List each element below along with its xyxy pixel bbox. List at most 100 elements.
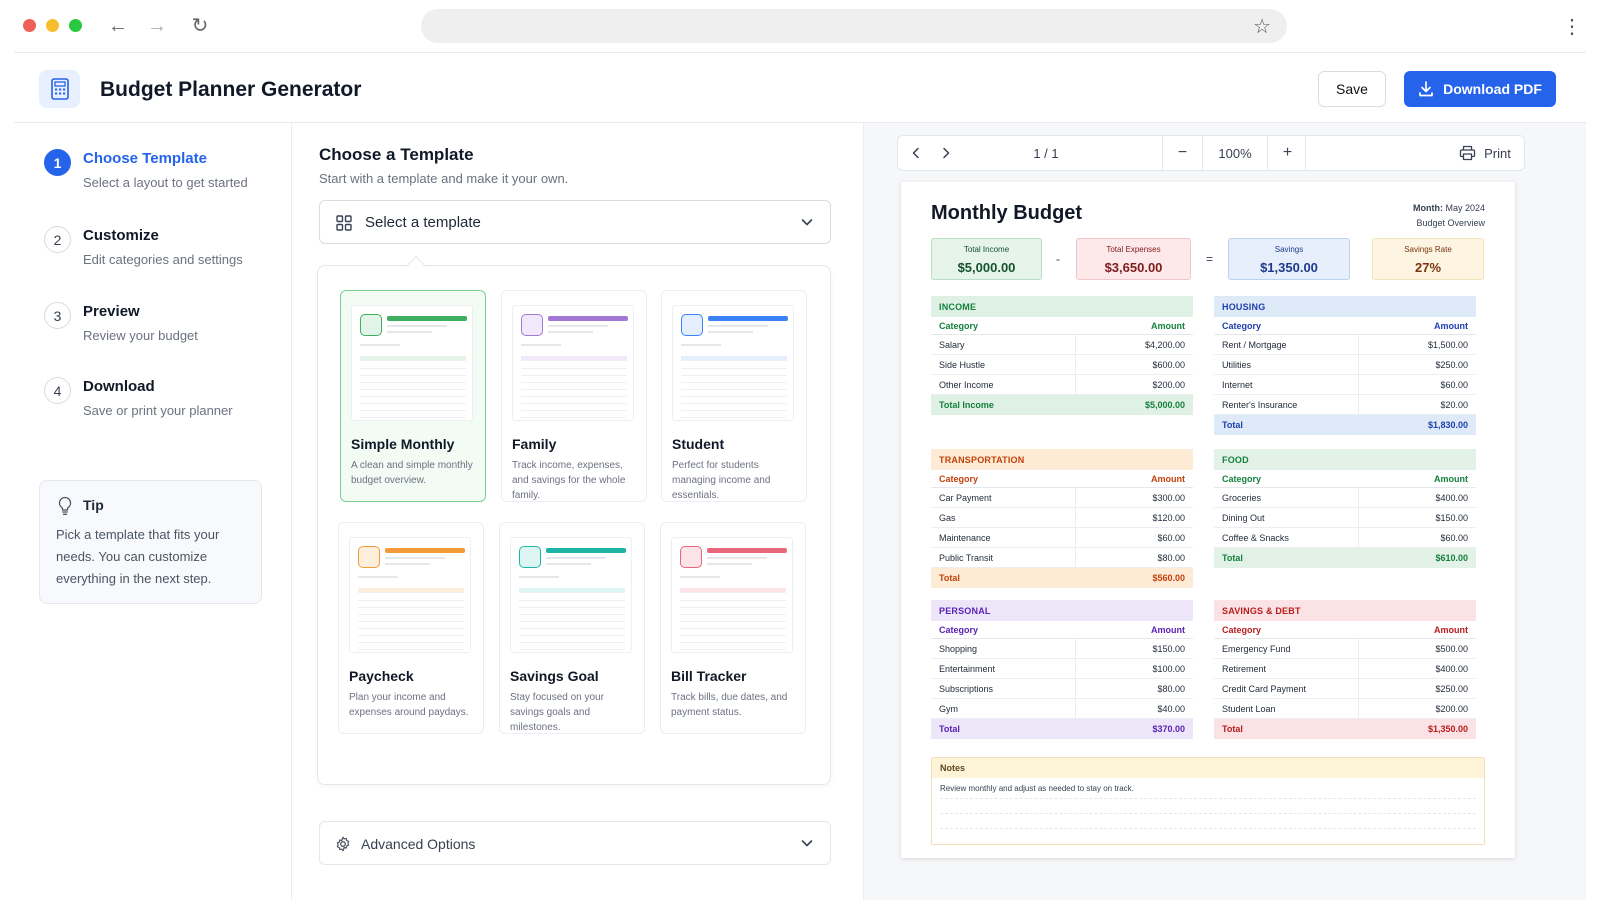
zoom-out-button[interactable]: −: [1163, 136, 1203, 170]
table-column-header: Category Amount: [1214, 621, 1476, 639]
download-pdf-button[interactable]: Download PDF: [1404, 71, 1556, 107]
forward-arrow-icon[interactable]: →: [147, 15, 167, 37]
preview-toolbar: 1 / 1 − 100% + Print: [897, 135, 1525, 171]
zoom-in-button[interactable]: +: [1267, 136, 1307, 170]
minimize-window-button[interactable]: [46, 19, 59, 32]
template-thumb-row: [681, 399, 787, 404]
print-button[interactable]: Print: [1450, 136, 1520, 170]
template-select-placeholder: Select a template: [365, 214, 481, 231]
total-value: $5,000.00: [1144, 400, 1185, 410]
row-category: Public Transit: [939, 553, 994, 563]
next-page-icon[interactable]: [936, 136, 956, 170]
column-category: Category: [939, 474, 979, 484]
reload-icon[interactable]: ↻: [191, 15, 209, 37]
template-thumb-icon: [358, 546, 380, 568]
row-category: Credit Card Payment: [1222, 684, 1307, 694]
total-label: Total Income: [939, 400, 994, 410]
template-thumb-row: [681, 392, 787, 397]
row-category: Coffee & Snacks: [1222, 533, 1289, 543]
table-row: Subscriptions $80.00: [931, 679, 1193, 699]
table-section-title: INCOME: [931, 296, 1193, 317]
template-thumb-row: [358, 596, 464, 601]
template-thumbnail: [512, 305, 634, 421]
template-thumb-row: [360, 378, 466, 383]
row-category: Utilities: [1222, 360, 1252, 370]
row-category: Internet: [1222, 380, 1253, 390]
template-thumb-line: [708, 331, 753, 333]
template-thumb-row: [358, 610, 464, 615]
summary-operator: -: [1056, 252, 1060, 266]
template-card[interactable]: Paycheck Plan your income and expenses ar…: [338, 522, 484, 734]
table-total-row: Total $1,350.00: [1214, 719, 1476, 739]
template-thumb-row: [519, 645, 625, 650]
address-bar[interactable]: ☆: [421, 9, 1287, 43]
app-window: Budget Planner Generator Save Download P…: [14, 52, 1586, 900]
table-row: Internet $60.00: [1214, 375, 1476, 395]
row-amount: $40.00: [1157, 704, 1185, 714]
table-row: Other Income $200.00: [931, 375, 1193, 395]
gear-icon: [336, 836, 350, 852]
template-desc: Perfect for students managing income and…: [672, 460, 771, 501]
row-category: Renter's Insurance: [1222, 400, 1298, 410]
row-category: Other Income: [939, 380, 994, 390]
template-thumb-bar: [546, 548, 626, 553]
template-card[interactable]: Bill Tracker Track bills, due dates, and …: [660, 522, 806, 734]
maximize-window-button[interactable]: [69, 19, 82, 32]
template-thumb-row: [680, 596, 786, 601]
table-total-row: Total $610.00: [1214, 548, 1476, 568]
app-header: Budget Planner Generator Save Download P…: [14, 53, 1586, 123]
template-card[interactable]: Family Track income, expenses, and saving…: [501, 290, 647, 502]
budget-table-food: FOOD Category Amount Groceries $400.00 Dining…: [1214, 449, 1476, 568]
template-card[interactable]: Simple Monthly A clean and simple monthly…: [340, 290, 486, 502]
notes-section: Notes Review monthly and adjust as neede…: [931, 757, 1485, 845]
total-value: $370.00: [1152, 724, 1185, 734]
table-row: Groceries $400.00: [1214, 488, 1476, 508]
template-thumb-bar: [385, 548, 465, 553]
step-number: 1: [44, 149, 71, 176]
template-thumb-row: [680, 603, 786, 608]
template-desc: Track income, expenses, and savings for …: [512, 460, 626, 501]
total-value: $610.00: [1435, 553, 1468, 563]
prev-page-icon[interactable]: [906, 136, 926, 170]
row-category: Emergency Fund: [1222, 644, 1291, 654]
template-thumbnail: [510, 537, 632, 653]
template-thumb-row: [521, 406, 627, 411]
template-select[interactable]: Select a template: [319, 200, 831, 244]
budget-table-income: INCOME Category Amount Salary $4,200.00 Side …: [931, 296, 1193, 415]
back-arrow-icon[interactable]: ←: [108, 15, 128, 37]
total-label: Total: [1222, 420, 1243, 430]
table-row: Coffee & Snacks $60.00: [1214, 528, 1476, 548]
template-thumb-row: [521, 413, 627, 418]
close-window-button[interactable]: [23, 19, 36, 32]
template-thumb-line: [546, 563, 591, 565]
browser-chrome: ← → ↻ ☆ ⋮: [0, 0, 1600, 52]
row-category: Shopping: [939, 644, 978, 654]
template-thumb-line: [707, 563, 752, 565]
template-card[interactable]: Savings Goal Stay focused on your savings…: [499, 522, 645, 734]
save-button[interactable]: Save: [1318, 71, 1386, 107]
row-category: Subscriptions: [939, 684, 994, 694]
row-category: Gym: [939, 704, 958, 714]
template-thumb-row: [680, 617, 786, 622]
table-total-row: Total $1,830.00: [1214, 415, 1476, 435]
template-thumb-icon: [360, 314, 382, 336]
row-amount: $4,200.00: [1144, 340, 1185, 350]
template-name: Savings Goal: [510, 668, 599, 684]
bookmark-star-icon[interactable]: ☆: [1253, 16, 1271, 38]
template-thumb-row: [680, 610, 786, 615]
advanced-options-toggle[interactable]: Advanced Options: [319, 821, 831, 865]
budget-document: Monthly Budget Month: May 2024 Budget Ov…: [901, 182, 1515, 858]
table-column-header: Category Amount: [1214, 470, 1476, 488]
step-desc: Edit categories and settings: [83, 252, 243, 267]
summary-operator: =: [1206, 252, 1214, 266]
template-card[interactable]: Student Perfect for students managing inc…: [661, 290, 807, 502]
template-thumb-line: [358, 576, 398, 578]
table-section-title: FOOD: [1214, 449, 1476, 470]
zoom-controls: − 100% +: [1162, 136, 1306, 170]
browser-menu-icon[interactable]: ⋮: [1562, 16, 1582, 38]
template-thumb-bar: [387, 316, 467, 321]
table-total-row: Total Income $5,000.00: [931, 395, 1193, 415]
column-amount: Amount: [1151, 474, 1185, 484]
summary-value: $1,350.00: [1260, 260, 1318, 275]
template-thumbnail: [672, 305, 794, 421]
